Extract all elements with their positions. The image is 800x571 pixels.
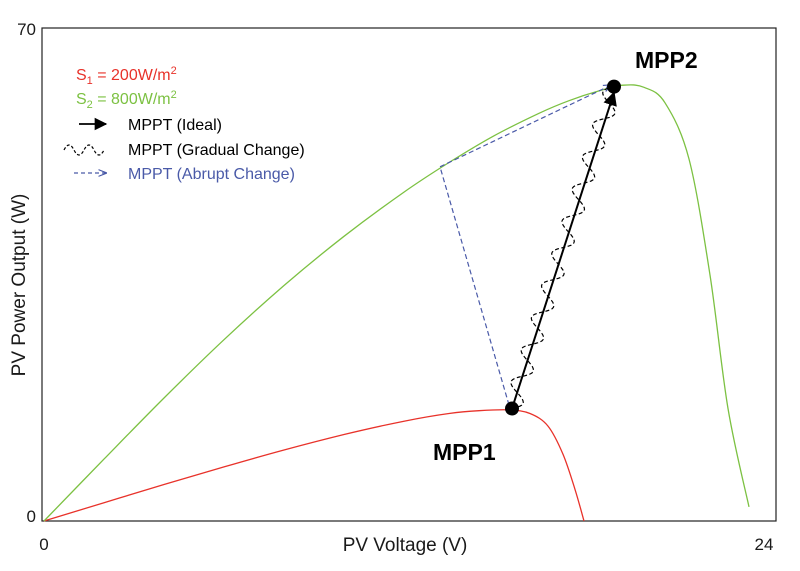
legend-s1-superscript: 2: [171, 65, 177, 77]
legend-gradual-label: MPPT (Gradual Change): [128, 142, 305, 159]
legend: S1 = 200W/m2 S2 = 800W/m2 MPPT (Ideal) M…: [63, 65, 305, 183]
x-tick-left: 0: [39, 535, 48, 554]
series-s2-curve: [43, 84, 750, 522]
mpp2-label: MPP2: [635, 47, 698, 73]
plot-frame: [41, 27, 777, 522]
legend-s1-text: = 200W/m: [93, 67, 171, 84]
mppt-ideal-arrow: [511, 91, 617, 409]
series-s1-curve: [43, 409, 585, 522]
legend-abrupt-label: MPPT (Abrupt Change): [128, 166, 295, 183]
y-axis-label: PV Power Output (W): [9, 194, 30, 377]
legend-ideal-label: MPPT (Ideal): [128, 117, 222, 134]
legend-s2-text: = 800W/m: [93, 91, 171, 108]
y-tick-bottom: 0: [27, 507, 36, 526]
legend-s2-subscript: 2: [87, 99, 93, 111]
mppt-abrupt-path: [439, 85, 611, 406]
legend-s1-subscript: 1: [87, 75, 93, 87]
mpp2-point: [607, 79, 621, 94]
y-tick-top: 70: [17, 20, 36, 39]
mpp1-label: MPP1: [433, 439, 496, 465]
legend-s2-symbol: S: [76, 91, 87, 108]
legend-s2-superscript: 2: [171, 89, 177, 101]
legend-gradual-swatch: [63, 144, 105, 156]
mpp1-point: [505, 401, 519, 416]
legend-s1: S1 = 200W/m2: [76, 65, 177, 87]
legend-s2: S2 = 800W/m2: [76, 89, 177, 111]
legend-s1-symbol: S: [76, 67, 87, 84]
x-axis-label: PV Voltage (V): [343, 535, 468, 556]
x-tick-right: 24: [755, 535, 774, 554]
